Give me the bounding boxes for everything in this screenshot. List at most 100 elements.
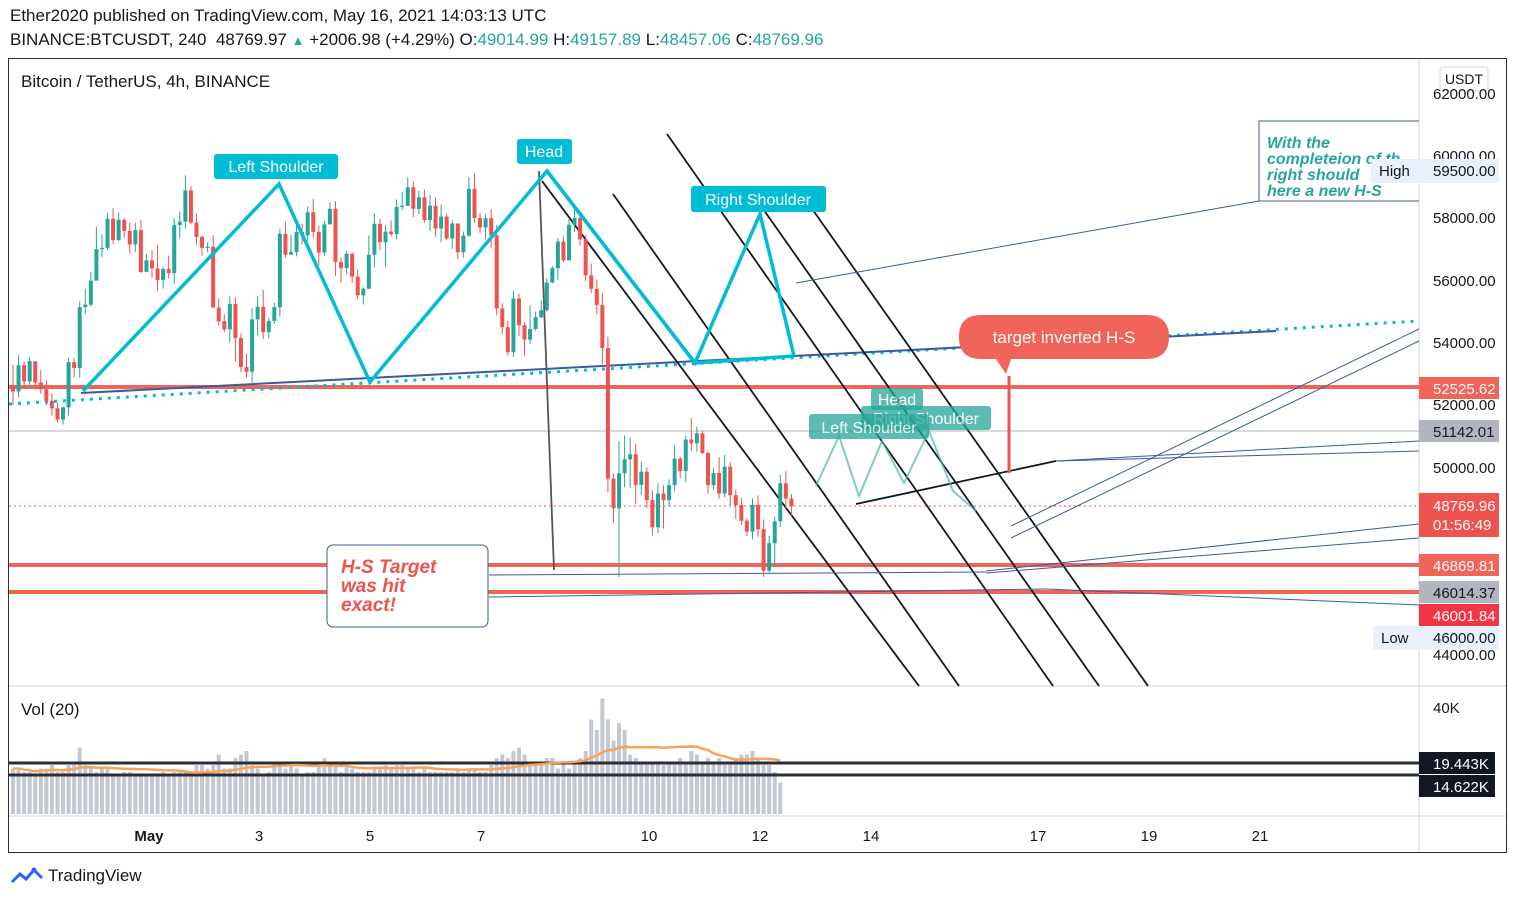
svg-text:here a new H-S: here a new H-S (1267, 183, 1382, 200)
volume-bar (327, 765, 332, 814)
high-value-label: 59500.00 (1433, 163, 1496, 180)
volume-label: Vol (20) (21, 700, 80, 719)
volume-bar (483, 772, 488, 814)
volume-bar (567, 768, 571, 814)
candle-body (116, 219, 121, 241)
volume-bar (528, 761, 533, 814)
volume-bar (600, 698, 605, 814)
tradingview-footer[interactable]: TradingView (10, 866, 142, 886)
volume-bar (188, 772, 193, 814)
candle-body (350, 253, 355, 277)
volume-bar (411, 768, 416, 814)
candle-body (233, 304, 238, 339)
time-axis: May 3 5 7 10 12 14 17 19 21 (134, 828, 1268, 845)
candle-body (567, 224, 571, 261)
volume-bar (405, 768, 410, 814)
candle-body (394, 206, 399, 235)
volume-bar (494, 758, 499, 814)
badge-52525: 52525.62 (1433, 381, 1496, 398)
tick-58000: 58000.00 (1433, 210, 1496, 227)
volume-bar (311, 772, 316, 814)
candle-body (494, 235, 499, 309)
candle-body (133, 230, 138, 245)
chart-frame[interactable]: Left Shoulder Head Right Shoulder Head R… (8, 58, 1507, 853)
svg-text:Head: Head (878, 392, 916, 409)
volume-bar (361, 772, 366, 814)
candle-body (311, 212, 316, 232)
vol-badge-2: 14.622K (1433, 779, 1489, 796)
volume-bar (578, 758, 583, 814)
volume-bar (211, 765, 216, 814)
candle-body (655, 493, 660, 528)
time-21: 21 (1252, 828, 1269, 845)
volume-bar (177, 772, 182, 814)
volume-bar (717, 758, 722, 814)
volume-bar (778, 782, 783, 814)
candle-body (122, 219, 127, 232)
chart-svg[interactable]: Left Shoulder Head Right Shoulder Head R… (9, 59, 1507, 853)
candle-body (433, 205, 438, 229)
low-label: L: (645, 30, 660, 49)
candle-body (377, 223, 382, 243)
candle-body (694, 433, 699, 444)
svg-text:target inverted H-S: target inverted H-S (993, 328, 1136, 347)
tick-54000: 54000.00 (1433, 335, 1496, 352)
volume-bar (255, 768, 260, 814)
candle-body (661, 493, 666, 501)
candle-body (216, 307, 221, 322)
candle-body (528, 329, 533, 340)
candle-body (405, 187, 410, 206)
volume-bar (416, 772, 421, 814)
candle-body (155, 268, 160, 281)
label-head: Head (517, 139, 572, 164)
volume-bar (116, 775, 121, 814)
candle-body (778, 483, 783, 522)
candle-body (466, 188, 471, 236)
volume-bar (227, 768, 232, 814)
volume-bar (444, 772, 449, 814)
candle-body (478, 217, 483, 228)
label-target-inverted: target inverted H-S (959, 315, 1169, 374)
volume-bar (372, 768, 377, 814)
candle-body (472, 188, 477, 218)
volume-bar (700, 761, 705, 814)
svg-text:Low: Low (1381, 630, 1409, 647)
candle-body (756, 504, 761, 530)
volume-bar (594, 730, 599, 814)
volume-bar (678, 758, 683, 814)
candle-body (88, 280, 93, 305)
candle-body (389, 231, 394, 235)
volume-bar (266, 772, 271, 814)
candle-body (94, 249, 99, 281)
tradingview-logo-icon (10, 867, 44, 884)
volume-bar (466, 768, 471, 814)
volume-bar (161, 772, 166, 814)
volume-bar (150, 775, 154, 814)
candle-body (250, 319, 255, 372)
volume-bar (72, 761, 77, 814)
volume-bar (194, 765, 199, 814)
volume-bar (22, 772, 27, 814)
open-label: O: (459, 30, 478, 49)
volume-bar (33, 775, 38, 814)
volume-bar (166, 775, 171, 814)
candle-body (72, 362, 77, 369)
volume-bar (644, 761, 649, 814)
svg-text:Right Shoulder: Right Shoulder (705, 192, 812, 209)
candle-body (500, 308, 505, 328)
volume-bar (761, 765, 766, 814)
volume-bar (722, 761, 727, 814)
volume-bar (394, 765, 399, 814)
volume-bar (694, 754, 699, 814)
volume-bar (289, 765, 293, 814)
volume-bar (605, 719, 610, 814)
candle-body (339, 261, 344, 269)
candle-body (244, 367, 249, 372)
candle-body (289, 251, 293, 255)
candle-body (144, 260, 149, 272)
candle-body (177, 221, 182, 226)
volume-bar (261, 775, 266, 814)
svg-text:USDT: USDT (1445, 71, 1484, 87)
neckline-dotted (9, 319, 1420, 406)
candle-body (366, 254, 371, 289)
